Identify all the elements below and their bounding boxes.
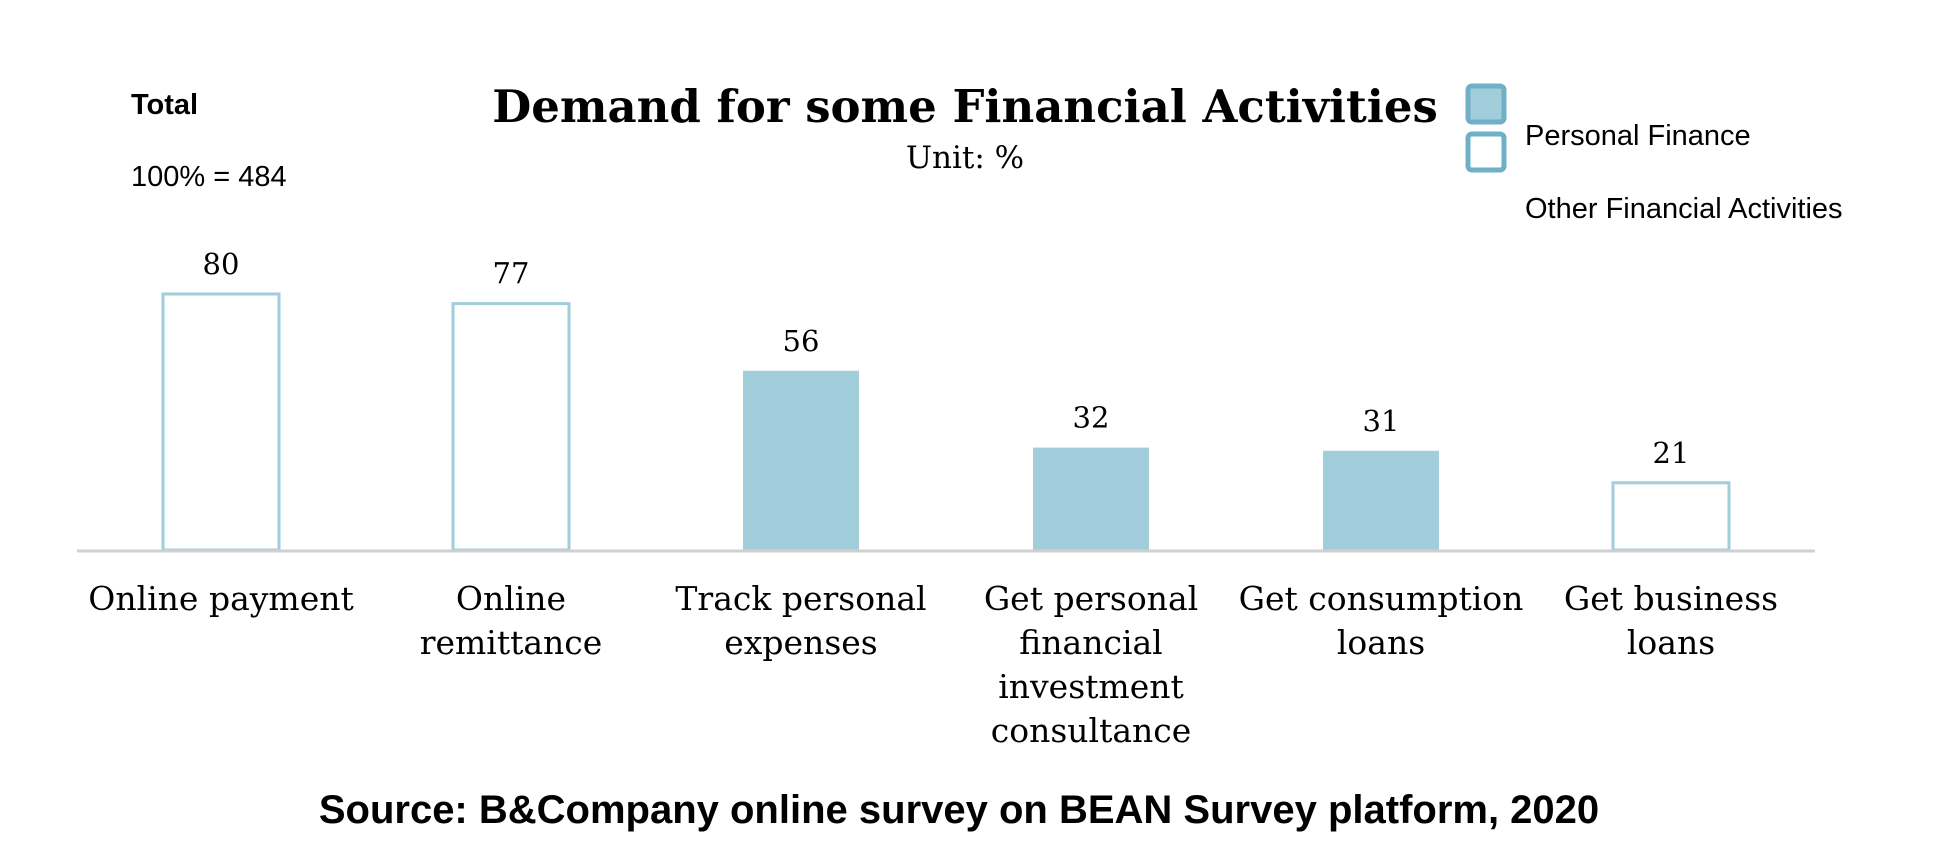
value-label-1: 80 [203, 247, 240, 281]
legend: Personal Finance Other Financial Activit… [1465, 83, 1843, 225]
category-label-5: Get consumption loans [1239, 579, 1524, 662]
value-label-3: 56 [783, 324, 820, 358]
bar-4 [1033, 447, 1149, 550]
source-note: Source: B&Company online survey on BEAN … [319, 788, 1599, 832]
bar-3 [743, 370, 859, 550]
category-label-3: Track personal expenses [675, 579, 926, 662]
legend-swatch-personal-finance [1465, 83, 1507, 125]
bar-6 [1611, 481, 1731, 552]
category-label-4: Get personal financial investment consultan… [984, 579, 1198, 750]
value-label-5: 31 [1363, 404, 1400, 438]
plot-area: 80 Online payment 77 Online remittance 56 Trac… [77, 247, 1815, 750]
legend-swatch-other-activities [1465, 131, 1507, 173]
category-label-2: Online remittance [420, 579, 603, 662]
category-label-6: Get business loans [1564, 579, 1778, 662]
legend-label-other-activities: Other Financial Activities [1525, 193, 1843, 225]
bar-1 [161, 292, 281, 552]
base-label: 100% = 484 [131, 161, 287, 193]
chart-subtitle: Unit: % [906, 140, 1024, 176]
chart-title: Demand for some Financial Activities [492, 80, 1438, 133]
legend-label-personal-finance: Personal Finance [1525, 120, 1751, 152]
value-label-6: 21 [1653, 436, 1690, 470]
bar-5 [1323, 450, 1439, 550]
bar-2 [451, 302, 571, 552]
total-label: Total [131, 89, 198, 121]
value-label-4: 32 [1073, 401, 1110, 435]
category-label-1: Online payment [88, 579, 353, 618]
value-label-2: 77 [493, 257, 530, 291]
